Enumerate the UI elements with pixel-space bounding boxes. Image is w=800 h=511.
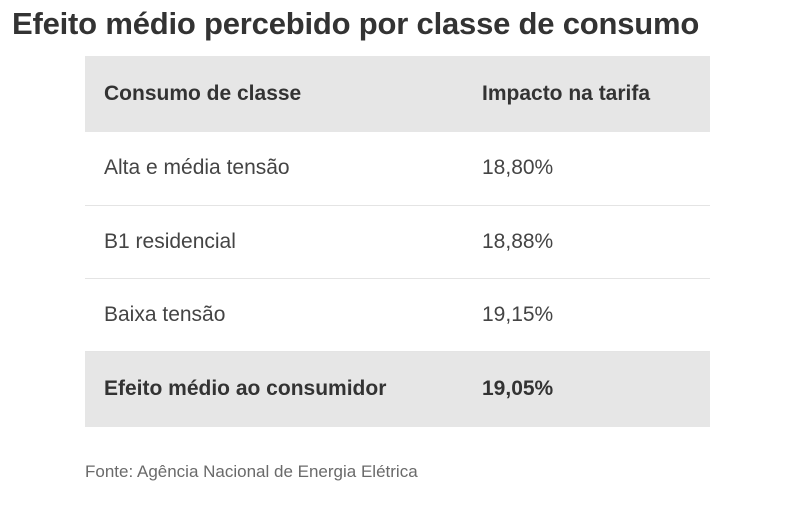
cell-classe: Alta e média tensão (104, 156, 290, 180)
chart-title: Efeito médio percebido por classe de con… (12, 6, 700, 41)
cell-classe: Baixa tensão (104, 302, 226, 326)
cell-total-impacto: 19,05% (482, 377, 554, 401)
cell-impacto: 18,80% (482, 156, 554, 180)
table-row: B1 residencial 18,88% (85, 205, 710, 278)
impact-table: Consumo de classe Impacto na tarifa Alta… (85, 56, 710, 427)
column-header-classe: Consumo de classe (104, 82, 302, 105)
column-header-impacto: Impacto na tarifa (482, 82, 651, 105)
table-row: Baixa tensão 19,15% (85, 278, 710, 351)
table-row: Alta e média tensão 18,80% (85, 132, 710, 205)
source-note: Fonte: Agência Nacional de Energia Elétr… (85, 462, 418, 481)
cell-impacto: 18,88% (482, 229, 554, 253)
cell-impacto: 19,15% (482, 302, 554, 326)
cell-total-classe: Efeito médio ao consumidor (104, 377, 387, 401)
cell-classe: B1 residencial (104, 229, 236, 253)
table-total-row: Efeito médio ao consumidor 19,05% (85, 351, 710, 427)
table-header-row: Consumo de classe Impacto na tarifa (85, 56, 710, 132)
